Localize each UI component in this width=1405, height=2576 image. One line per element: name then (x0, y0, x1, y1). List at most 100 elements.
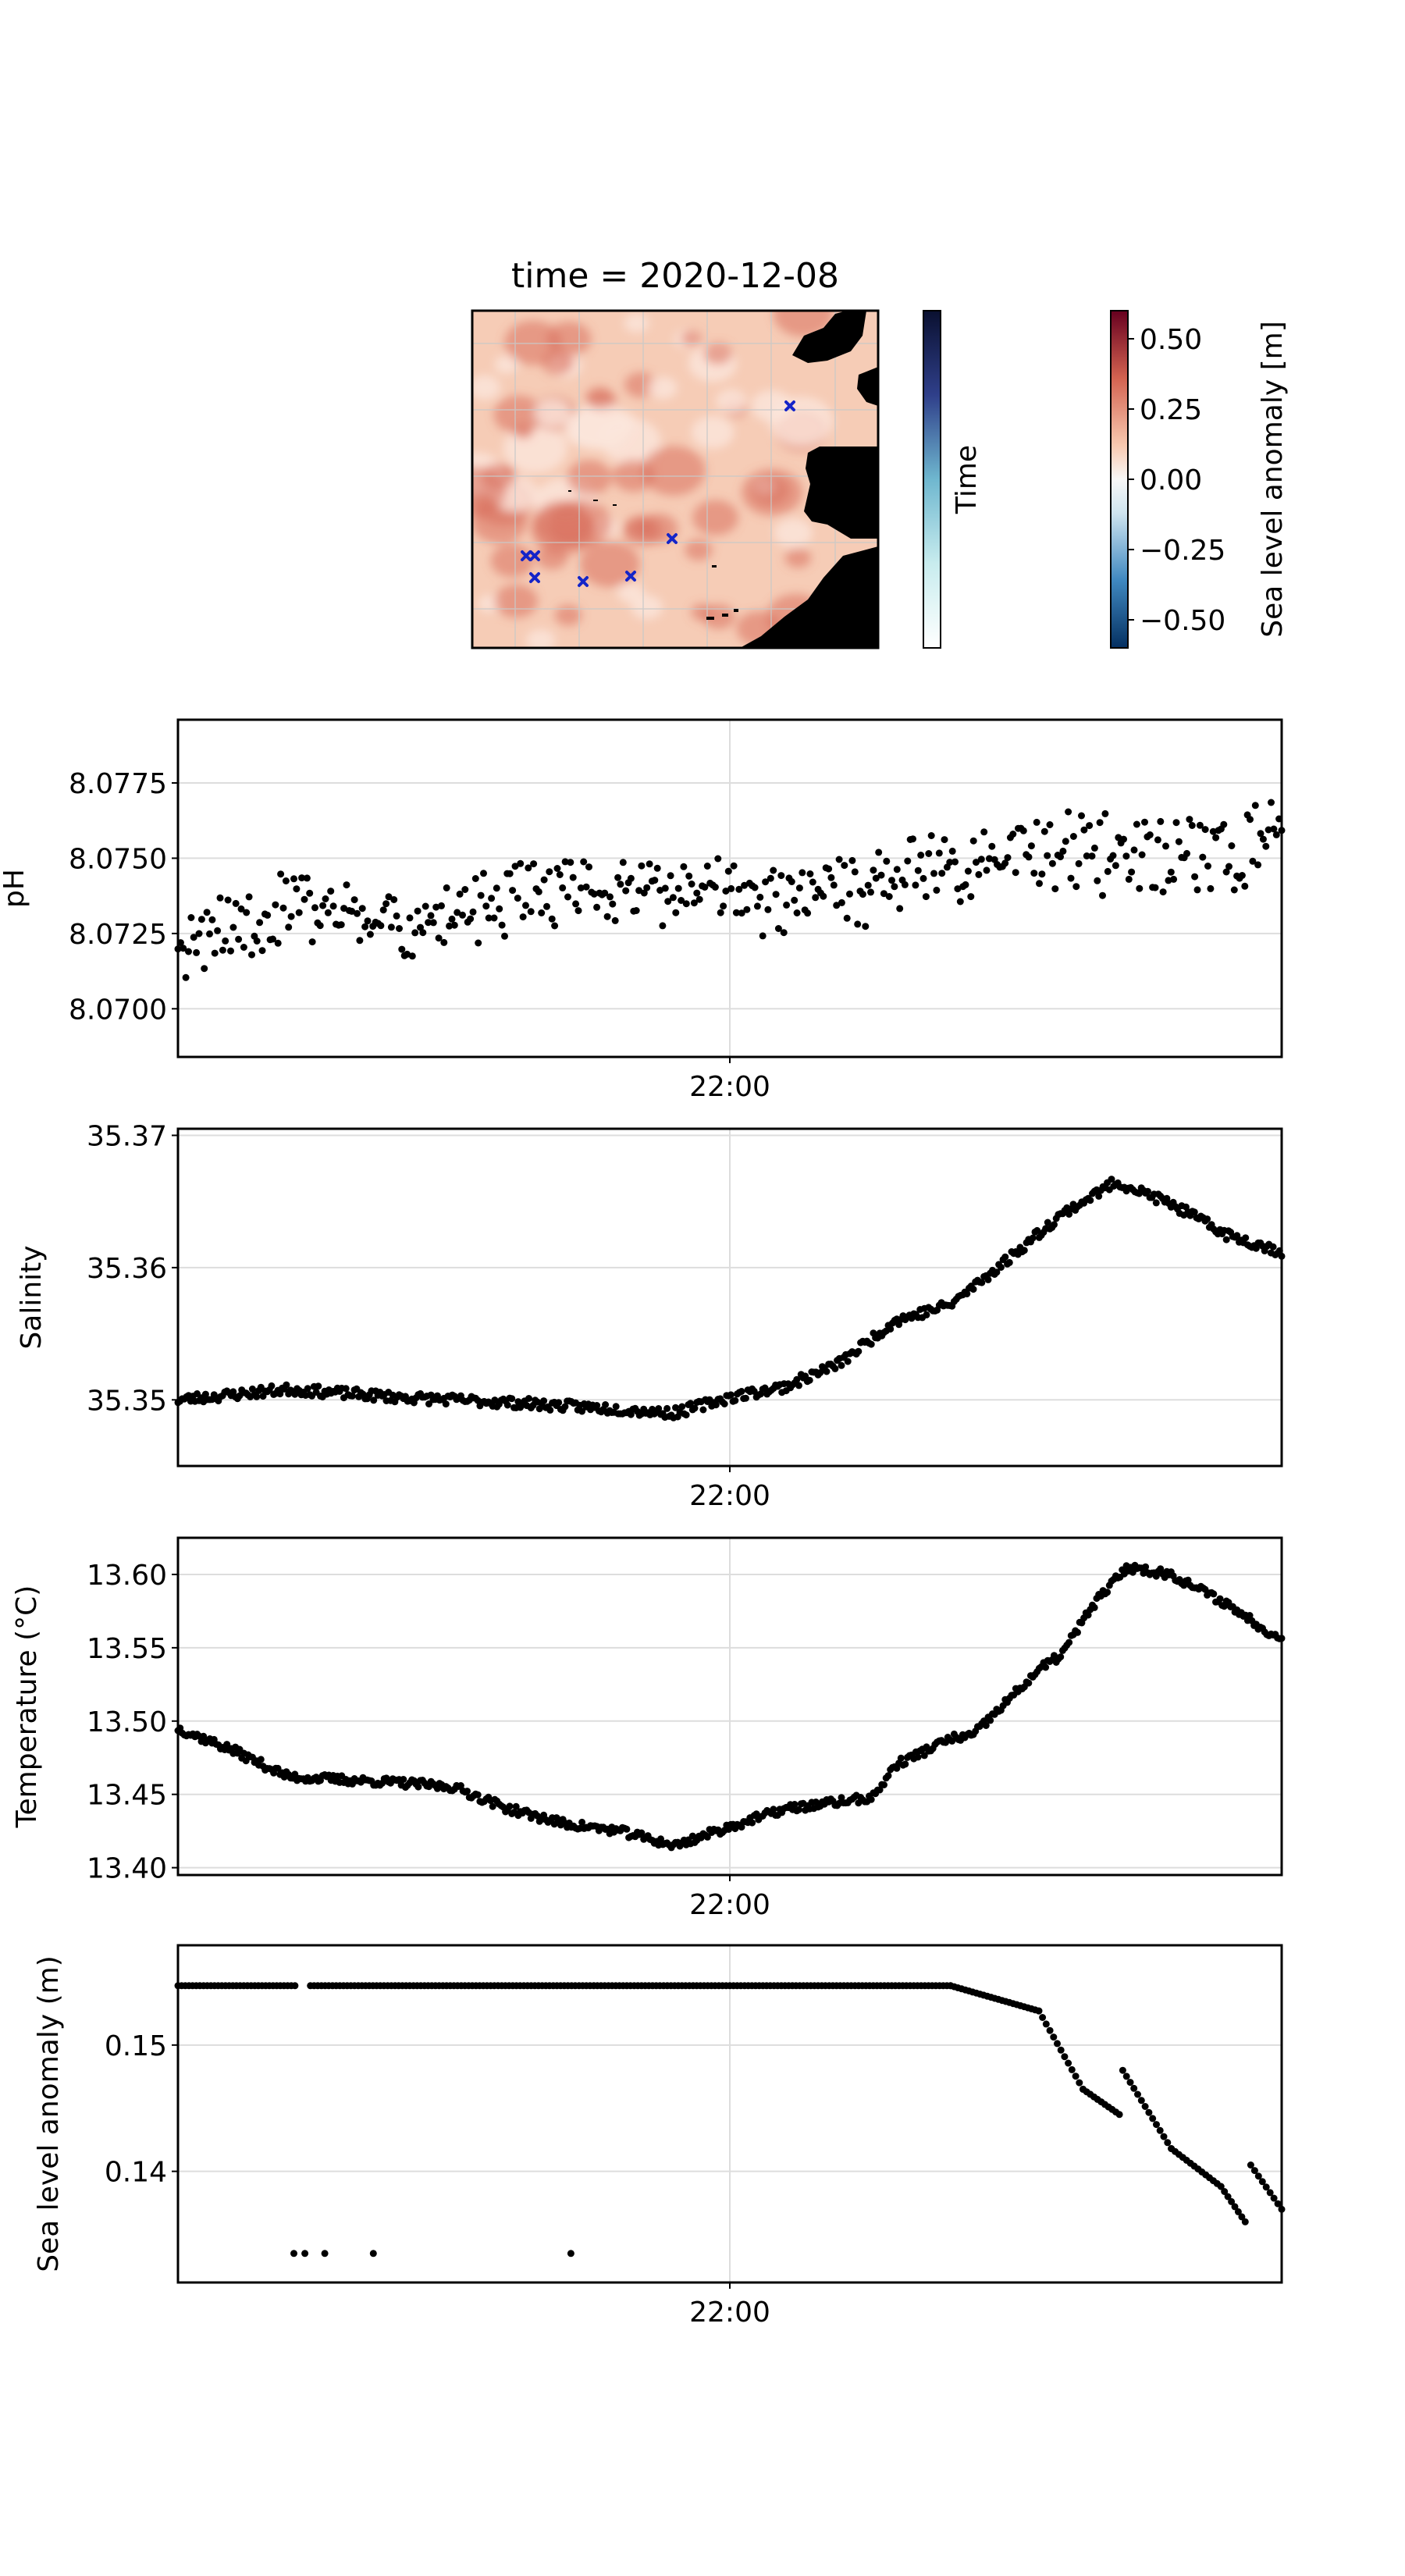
data-point (456, 890, 464, 898)
data-point (258, 947, 266, 955)
colorbar-tick-label: 0.50 (1140, 324, 1202, 356)
land-islands (568, 490, 738, 620)
data-point (701, 884, 709, 891)
data-point (1258, 2178, 1266, 2186)
data-point (182, 973, 190, 981)
anomaly-blot (542, 350, 574, 375)
anomaly-colorbar (1110, 310, 1129, 649)
y-axis-label: Temperature (°C) (11, 1585, 43, 1829)
data-point (546, 868, 553, 876)
data-point (724, 867, 732, 875)
data-point (727, 884, 735, 892)
data-point (1036, 880, 1043, 888)
data-point (1164, 2139, 1172, 2147)
data-point (506, 1802, 514, 1810)
data-point (835, 856, 843, 863)
data-point (688, 881, 695, 888)
data-point (517, 859, 525, 867)
data-point (350, 896, 358, 904)
data-point (663, 1404, 671, 1412)
data-point (382, 900, 390, 908)
data-point (1204, 863, 1211, 870)
data-point (1125, 875, 1133, 883)
anomaly-blot (716, 389, 747, 413)
data-point (1196, 821, 1204, 829)
data-point (795, 1382, 802, 1389)
data-point (369, 2250, 377, 2258)
data-point (664, 898, 672, 906)
data-point (1075, 859, 1083, 867)
data-point (643, 884, 651, 891)
data-point (311, 904, 318, 912)
data-point (933, 886, 941, 894)
data-point (519, 913, 527, 921)
data-point (855, 1347, 863, 1355)
data-point (429, 919, 437, 927)
data-point (809, 878, 816, 886)
data-point (1061, 2053, 1069, 2061)
data-point (951, 858, 959, 866)
data-point (843, 914, 851, 922)
data-point (343, 881, 350, 889)
data-point (806, 870, 814, 877)
data-point (390, 896, 398, 903)
data-point (301, 895, 308, 903)
data-point (493, 884, 500, 892)
y-tick-label: 35.35 (87, 1385, 167, 1417)
data-point (1076, 2079, 1083, 2087)
data-point (1005, 1258, 1013, 1266)
data-point (859, 891, 866, 898)
data-point (469, 908, 477, 916)
data-point (187, 914, 195, 921)
data-point (306, 889, 314, 897)
data-points (174, 799, 1286, 981)
data-point (770, 866, 777, 874)
data-point (963, 1290, 971, 1297)
data-point (1146, 831, 1154, 838)
data-point (659, 922, 667, 930)
data-point (1057, 2046, 1065, 2054)
data-point (427, 912, 435, 920)
data-point (551, 922, 559, 930)
data-point (512, 1802, 520, 1810)
y-axis-label: Salinity (16, 1245, 48, 1349)
data-point (538, 909, 546, 916)
data-point (891, 883, 898, 891)
data-point (1040, 827, 1048, 835)
x-tick-label: 22:00 (689, 1071, 770, 1103)
data-point (756, 893, 764, 901)
colorbar-tick-label: 0.25 (1140, 394, 1202, 426)
data-point (901, 881, 909, 888)
data-point (1120, 835, 1127, 843)
data-point (1141, 818, 1148, 826)
data-point (377, 922, 385, 930)
data-point (290, 875, 297, 883)
data-point (287, 913, 295, 920)
data-point (988, 842, 996, 850)
data-point (883, 857, 891, 865)
data-point (232, 899, 240, 907)
data-point (1266, 2189, 1274, 2197)
data-point (609, 900, 617, 908)
data-point (1128, 868, 1136, 876)
anomaly-blot (533, 399, 571, 428)
data-point (1222, 868, 1230, 876)
data-point (276, 1390, 284, 1398)
data-point (885, 893, 893, 900)
data-point (1262, 2183, 1270, 2191)
data-point (987, 1717, 994, 1724)
data-point (450, 921, 458, 929)
data-point (1201, 826, 1209, 834)
data-point (438, 902, 445, 909)
data-point (1231, 2203, 1239, 2211)
data-point (762, 878, 770, 886)
data-point (1012, 869, 1019, 877)
data-point (1172, 819, 1180, 827)
data-point (651, 877, 659, 884)
data-point (838, 1361, 845, 1369)
data-point (964, 867, 972, 875)
data-point (1072, 883, 1080, 891)
data-point (1035, 2007, 1043, 2015)
data-point (1246, 1612, 1254, 1619)
data-point (1170, 875, 1178, 883)
